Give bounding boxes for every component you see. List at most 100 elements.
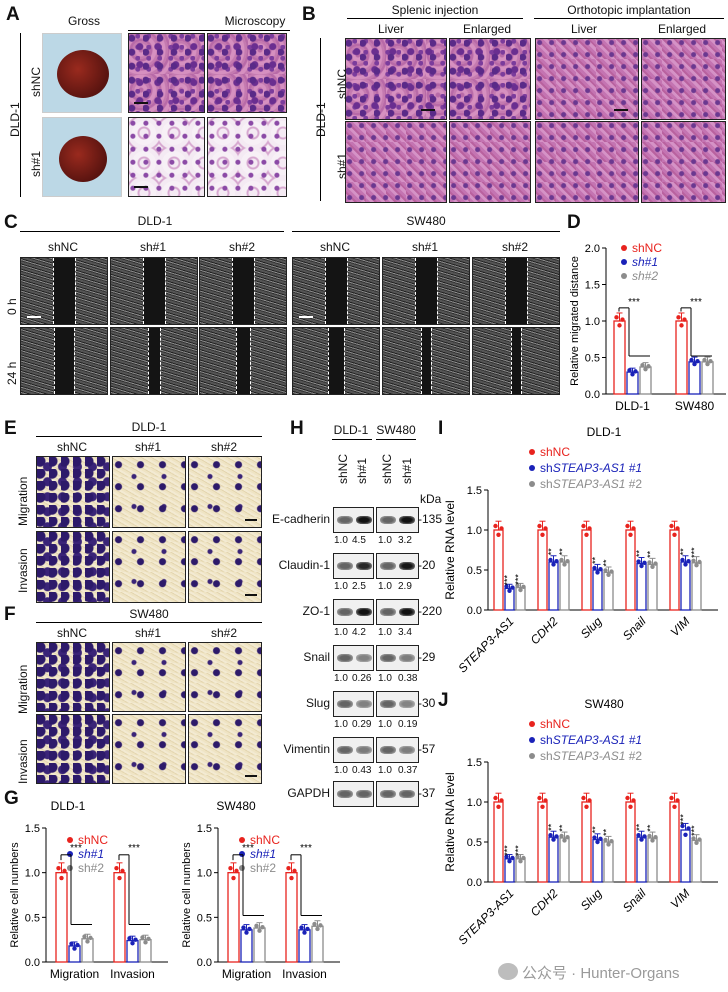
data-point xyxy=(82,934,87,939)
data-point xyxy=(625,795,630,801)
c-col-sh2-1: sh#2 xyxy=(228,240,256,254)
bar xyxy=(581,801,592,883)
f-mig-sh1 xyxy=(112,642,186,712)
splenic-liver-shnc xyxy=(345,38,447,120)
data-point xyxy=(598,836,603,841)
panel-a-row-shnc: shNC xyxy=(29,66,43,97)
wound-image-r1-c5 xyxy=(472,327,560,395)
significance-mark: *** xyxy=(690,297,702,308)
bar xyxy=(701,361,714,395)
h-quant-value: 1.0 xyxy=(378,581,392,592)
h-blot-image xyxy=(376,507,419,533)
ortho-liver-sh1 xyxy=(535,121,639,203)
data-point xyxy=(241,925,246,930)
data-point xyxy=(603,837,608,843)
data-point xyxy=(559,557,564,563)
data-point xyxy=(705,361,710,367)
data-point xyxy=(631,798,636,803)
splenic-divider xyxy=(347,18,523,19)
h-quant-value: 1.0 xyxy=(334,673,348,684)
data-point xyxy=(493,523,498,529)
data-point xyxy=(639,563,644,569)
y-axis-label: Relative RNA level xyxy=(443,772,457,871)
f-inv-sh2 xyxy=(188,714,262,784)
data-point xyxy=(515,854,520,859)
y-tick-label: 0.0 xyxy=(197,957,212,969)
data-point xyxy=(565,559,570,564)
h-blot-image xyxy=(333,737,374,763)
f-row-migration: Migration xyxy=(16,664,30,714)
gross-lung-sh1 xyxy=(42,117,122,197)
data-point xyxy=(686,559,691,564)
legend-label: sh#1 xyxy=(632,255,658,269)
y-tick-label: 1.0 xyxy=(585,316,600,328)
y-tick-label: 0.5 xyxy=(585,353,600,365)
e-inv-sh1 xyxy=(112,531,186,603)
h-quant-value: 2.9 xyxy=(398,581,412,592)
data-point xyxy=(669,523,674,529)
chart-title: SW480 xyxy=(216,799,256,813)
x-tick-label: CDH2 xyxy=(528,886,561,919)
legend-label: shNC xyxy=(540,717,570,731)
y-tick-label: 1.0 xyxy=(467,797,482,809)
f-mig-shnc xyxy=(36,642,110,712)
wechat-icon xyxy=(498,963,518,980)
legend-label: sh#1 xyxy=(250,847,276,861)
h-blot-image xyxy=(376,553,419,579)
data-point xyxy=(234,868,239,874)
data-point xyxy=(540,532,545,537)
data-point xyxy=(143,940,148,945)
wound-image-r1-c4 xyxy=(382,327,470,395)
legend-label: shSTEAP3-AS1 #2 xyxy=(540,477,642,491)
h-kda-value: -220 xyxy=(418,604,443,618)
significance-mark: *** xyxy=(503,845,513,856)
data-point xyxy=(584,532,589,537)
data-point xyxy=(318,923,323,928)
h-blot-image xyxy=(376,737,419,763)
legend-label: sh#2 xyxy=(250,861,276,875)
data-point xyxy=(609,839,614,844)
bar xyxy=(680,561,691,611)
c-dld-divider xyxy=(20,231,284,232)
c-dld-heading: DLD-1 xyxy=(137,214,173,228)
y-tick-label: 0.0 xyxy=(467,605,482,617)
data-point xyxy=(584,804,589,809)
e-col-sh2: sh#2 xyxy=(210,440,238,454)
wound-image-r1-c2 xyxy=(199,327,287,395)
h-blot-image xyxy=(376,781,419,807)
micro-lung-sh1-enlarged xyxy=(207,117,287,197)
bar xyxy=(647,563,658,611)
x-tick-label: Slug xyxy=(578,614,605,641)
data-point xyxy=(72,946,77,951)
data-point xyxy=(540,804,545,809)
data-point xyxy=(680,557,685,563)
data-point xyxy=(69,941,74,946)
y-tick-label: 0.0 xyxy=(467,877,482,889)
data-point xyxy=(554,834,559,839)
h-quant-value: 1.0 xyxy=(378,627,392,638)
data-point xyxy=(543,526,548,531)
data-point xyxy=(518,587,523,593)
data-point xyxy=(292,868,297,874)
bar xyxy=(669,529,680,611)
significance-mark: ** xyxy=(591,556,601,564)
panel-label-b: B xyxy=(302,4,316,25)
data-point xyxy=(507,859,512,864)
data-point xyxy=(636,559,641,564)
data-point xyxy=(592,835,597,840)
data-point xyxy=(493,795,498,801)
h-quant-value: 4.5 xyxy=(352,535,366,546)
wound-image-r1-c1 xyxy=(110,327,198,395)
chart-d: 0.0 0.5 1.0 1.5 2.0 Relative migrated distanc… xyxy=(569,241,726,410)
legend-label: sh#2 xyxy=(632,269,658,283)
data-point xyxy=(254,923,259,929)
b-liver-2: Liver xyxy=(570,22,597,36)
data-point xyxy=(686,826,691,831)
bar xyxy=(559,837,570,883)
micro-lung-shnc-enlarged xyxy=(207,33,287,113)
data-point xyxy=(680,823,685,829)
legend-marker xyxy=(621,273,627,279)
panel-label-i: I xyxy=(438,418,444,439)
bar xyxy=(675,320,688,395)
data-point xyxy=(691,558,696,563)
